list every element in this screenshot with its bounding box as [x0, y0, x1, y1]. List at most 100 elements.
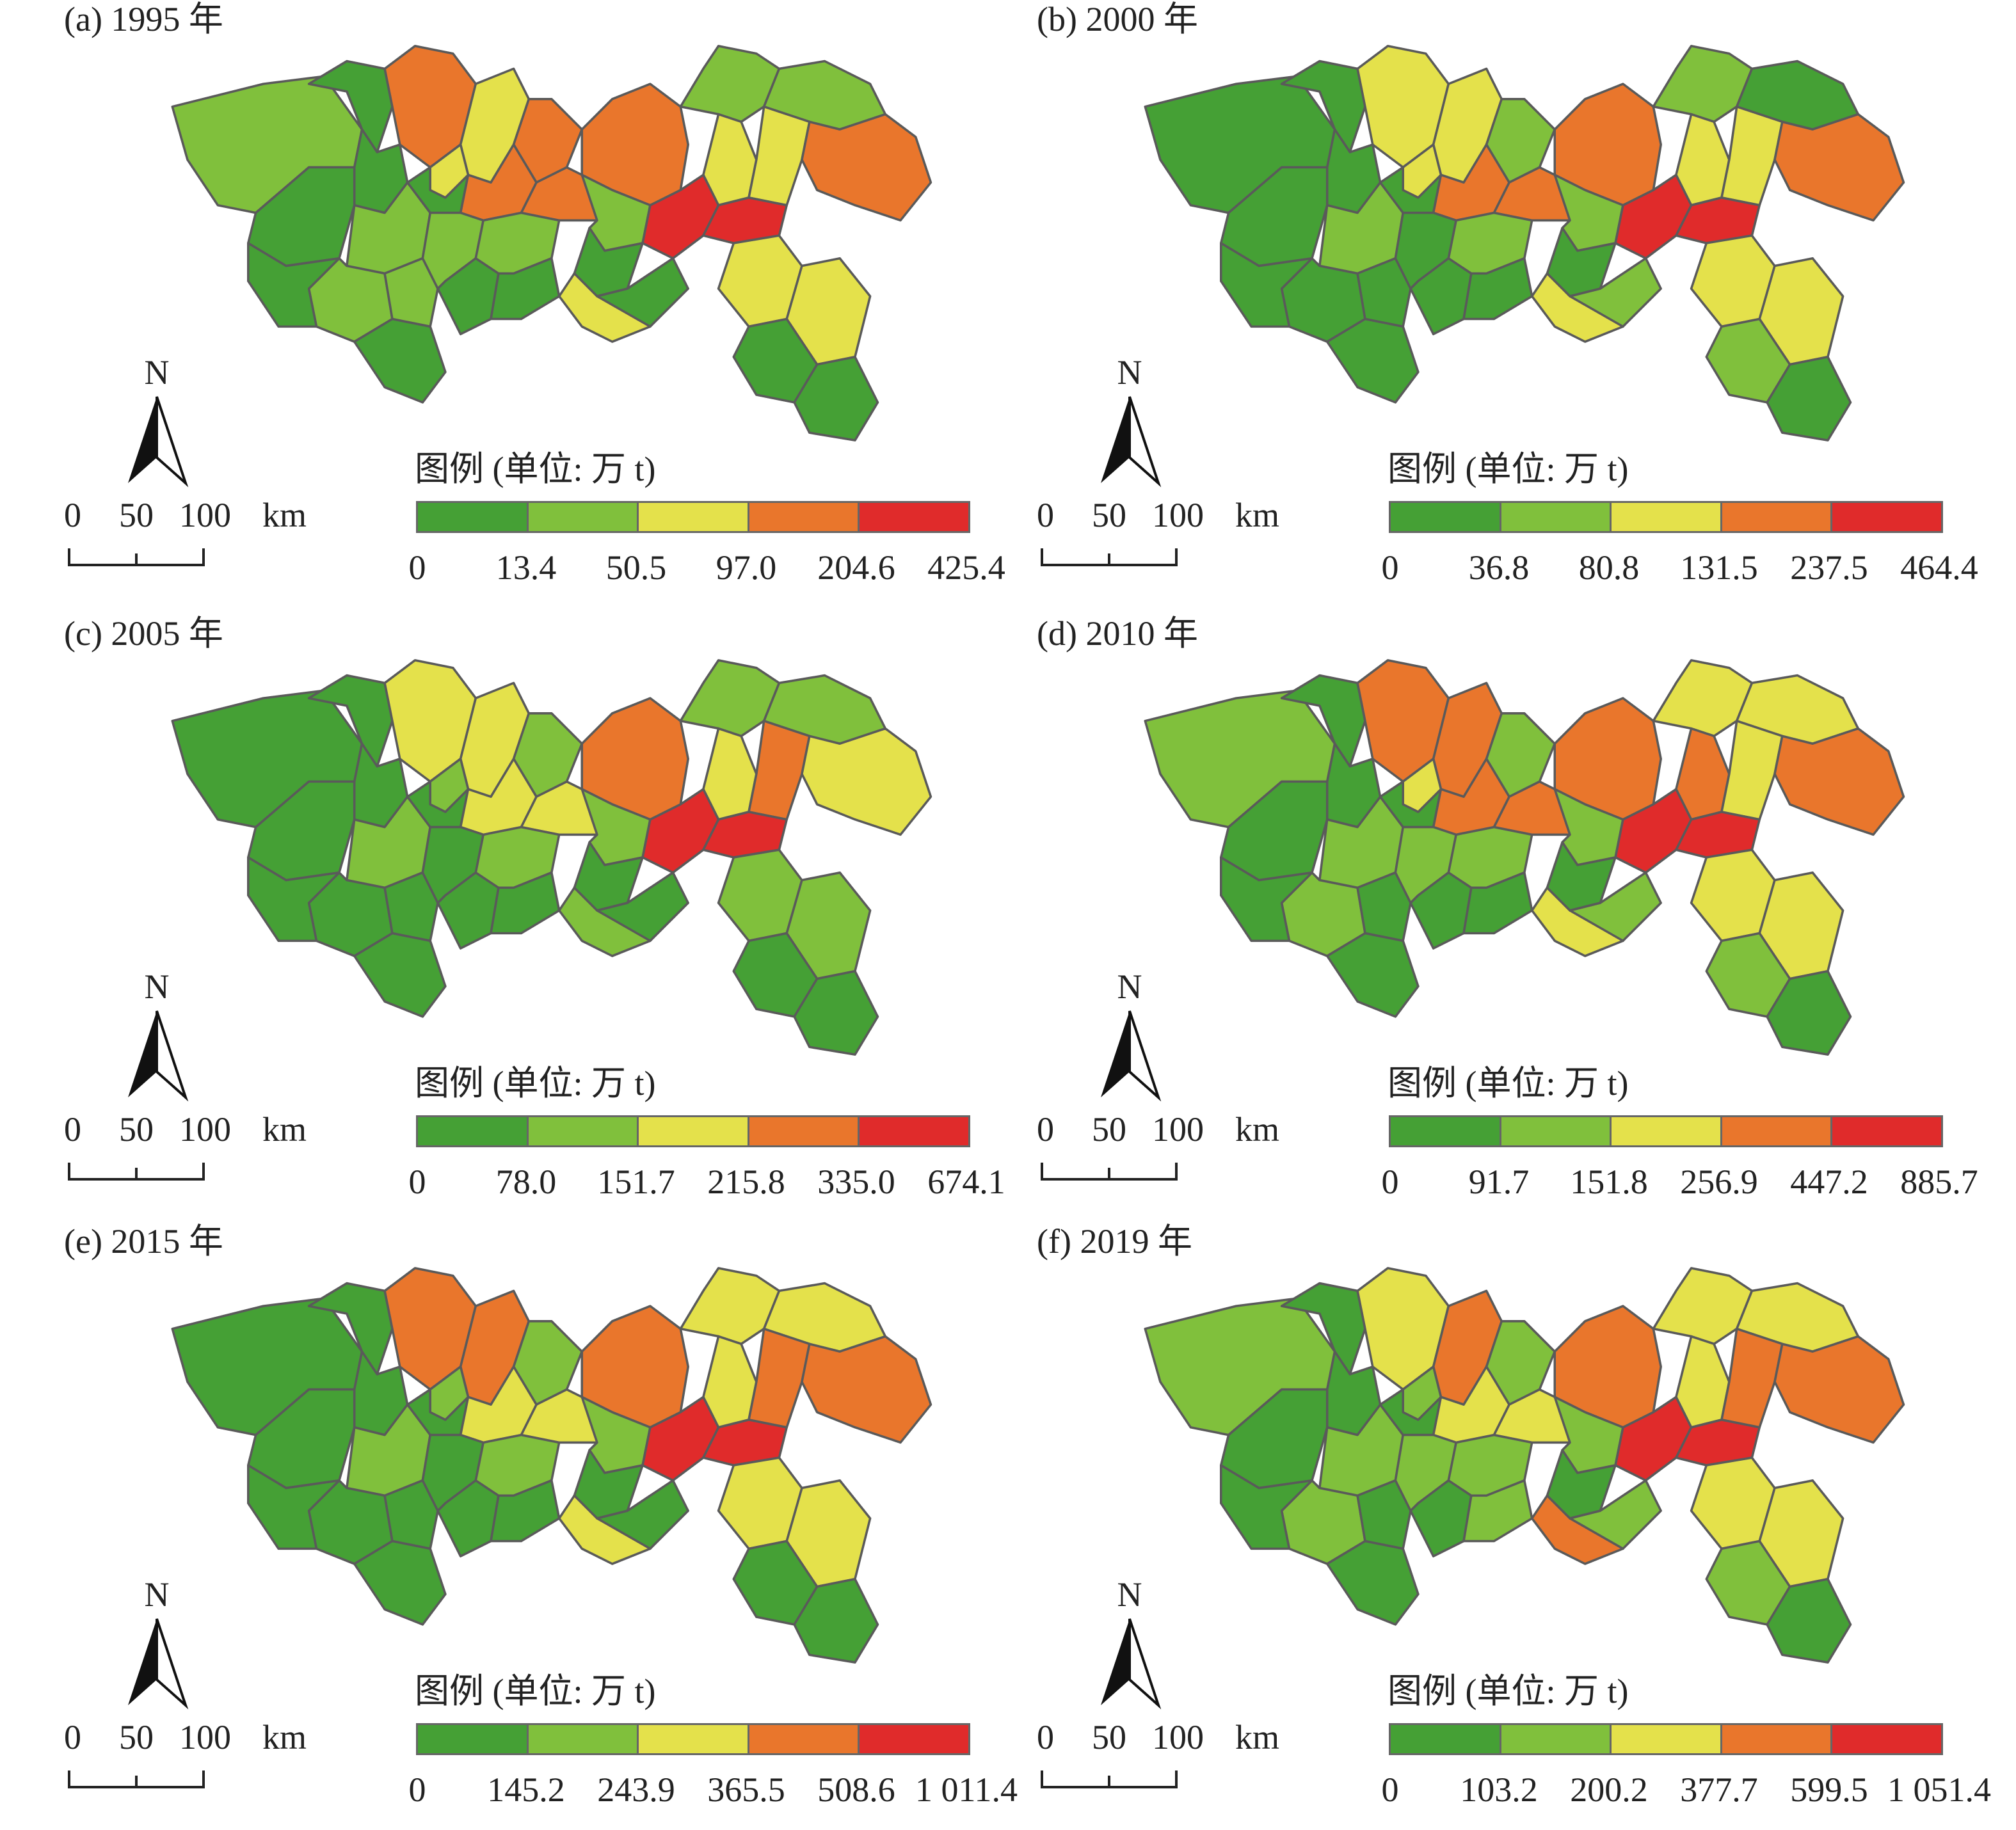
- legend-swatch: [639, 1117, 749, 1145]
- legend-tick-label: 425.4: [927, 548, 1005, 587]
- map-region: [641, 1396, 720, 1482]
- map-region: [1402, 758, 1443, 813]
- north-arrow-icon: [1101, 1618, 1162, 1710]
- legend-swatch: [528, 503, 639, 531]
- map-region: [1402, 143, 1443, 199]
- map-region: [307, 1282, 394, 1376]
- north-label: N: [144, 353, 170, 392]
- map-region: [1773, 727, 1905, 836]
- map-region: [353, 1540, 447, 1626]
- legend-swatch: [749, 1725, 860, 1753]
- scale-label: 100: [179, 496, 231, 534]
- legend-color-bar: [1389, 1115, 1943, 1147]
- choropleth-map: [1144, 1267, 1905, 1664]
- scale-label: 100: [1152, 1110, 1204, 1149]
- legend-swatch: [860, 503, 968, 531]
- legend-tick-label: 36.8: [1468, 548, 1530, 587]
- legend-tick-label: 145.2: [487, 1770, 565, 1809]
- legend-tick-labels: 0 78.0 151.7 215.8 335.0 674.1: [384, 1162, 1024, 1207]
- legend-color-bar: [1389, 1723, 1943, 1755]
- scale-label: km: [1235, 496, 1280, 534]
- north-arrow-icon: [1101, 1010, 1162, 1102]
- scale-label: km: [262, 1718, 307, 1756]
- map-panel: (f) 2019 年 N 0 50 100 km 图例 (单位: 万 t) 0 103.2 200…: [973, 1222, 1991, 1830]
- legend-tick-label: 0: [1381, 1770, 1399, 1809]
- map-panel: (a) 1995 年 N 0 50 100 km 图例 (单位: 万 t) 0 13.4 50.5…: [0, 0, 1005, 608]
- north-arrow-icon: [1101, 396, 1162, 488]
- legend-title: 图例 (单位: 万 t): [415, 1672, 656, 1710]
- map-region: [1614, 173, 1693, 260]
- legend-swatch: [1391, 503, 1501, 531]
- legend-tick-labels: 0 36.8 80.8 131.5 237.5 464.4: [1357, 548, 1997, 593]
- panel-title: (a) 1995 年: [64, 0, 223, 38]
- scale-label: 50: [119, 496, 154, 534]
- map-region: [1280, 674, 1366, 768]
- north-arrow: N: [1088, 1577, 1171, 1710]
- scale-label: 50: [1092, 1110, 1126, 1149]
- scale-bar-line: [1041, 548, 1178, 566]
- legend-swatch: [1501, 503, 1612, 531]
- legend-swatch: [1391, 1117, 1501, 1145]
- legend-tick-label: 365.5: [707, 1770, 785, 1809]
- map-region: [1220, 242, 1313, 328]
- legend-tick-label: 1 051.4: [1887, 1770, 1991, 1809]
- scale-label: 0: [64, 496, 81, 534]
- map-region: [793, 356, 879, 442]
- legend-swatch: [418, 1117, 529, 1145]
- map-region: [383, 1479, 439, 1550]
- map-region: [1402, 1365, 1443, 1421]
- map-region: [1720, 105, 1784, 207]
- legend-tick-label: 335.0: [817, 1163, 895, 1201]
- north-arrow: N: [1088, 355, 1171, 488]
- map-region: [247, 242, 340, 328]
- legend-title: 图例 (单位: 万 t): [1388, 450, 1629, 488]
- choropleth-map: [171, 45, 932, 442]
- map-region: [1720, 1327, 1784, 1429]
- map-region: [1220, 856, 1313, 943]
- legend-tick-label: 508.6: [817, 1770, 895, 1809]
- legend-tick-label: 91.7: [1468, 1163, 1530, 1201]
- map-region: [793, 970, 879, 1056]
- map-region: [429, 758, 470, 813]
- scale-label: km: [1235, 1718, 1280, 1756]
- map-region: [1280, 60, 1366, 154]
- legend-title: 图例 (单位: 万 t): [415, 1064, 656, 1102]
- map-region: [1569, 257, 1662, 328]
- legend-swatch: [860, 1117, 968, 1145]
- legend-tick-label: 204.6: [817, 548, 895, 587]
- map-region: [1766, 356, 1852, 442]
- north-label: N: [144, 1575, 170, 1614]
- panel-title: (e) 2015 年: [64, 1222, 223, 1261]
- legend-tick-label: 200.2: [1570, 1770, 1648, 1809]
- legend-tick-label: 256.9: [1680, 1163, 1758, 1201]
- legend-tick-label: 237.5: [1790, 548, 1868, 587]
- legend-swatch: [1722, 503, 1833, 531]
- legend-color-bar: [416, 501, 970, 533]
- north-arrow-icon: [128, 1618, 189, 1710]
- scale-label: 0: [1037, 1110, 1054, 1149]
- map-region: [596, 1479, 689, 1550]
- map-region: [307, 674, 394, 768]
- map-region: [1325, 932, 1420, 1018]
- scale-label: 0: [64, 1718, 81, 1756]
- map-region: [801, 727, 932, 836]
- scale-label: 50: [119, 1718, 154, 1756]
- legend-swatch: [860, 1725, 968, 1753]
- legend-tick-label: 97.0: [716, 548, 777, 587]
- legend-swatch: [418, 503, 529, 531]
- legend-tick-label: 78.0: [495, 1163, 557, 1201]
- scale-bar-line: [68, 548, 205, 566]
- legend-tick-label: 243.9: [597, 1770, 675, 1809]
- map-region: [383, 871, 439, 943]
- map-region: [1773, 113, 1905, 222]
- legend-tick-labels: 0 91.7 151.8 256.9 447.2 885.7: [1357, 1162, 1997, 1207]
- legend-tick-label: 464.4: [1900, 548, 1978, 587]
- map-region: [247, 856, 340, 943]
- choropleth-map: [1144, 659, 1905, 1056]
- map-region: [1766, 970, 1852, 1056]
- north-arrow-icon: [128, 396, 189, 488]
- legend-color-bar: [416, 1723, 970, 1755]
- scale-bar: 0 50 100 km: [1037, 1718, 1370, 1795]
- legend-tick-label: 447.2: [1790, 1163, 1868, 1201]
- scale-label: 50: [119, 1110, 154, 1149]
